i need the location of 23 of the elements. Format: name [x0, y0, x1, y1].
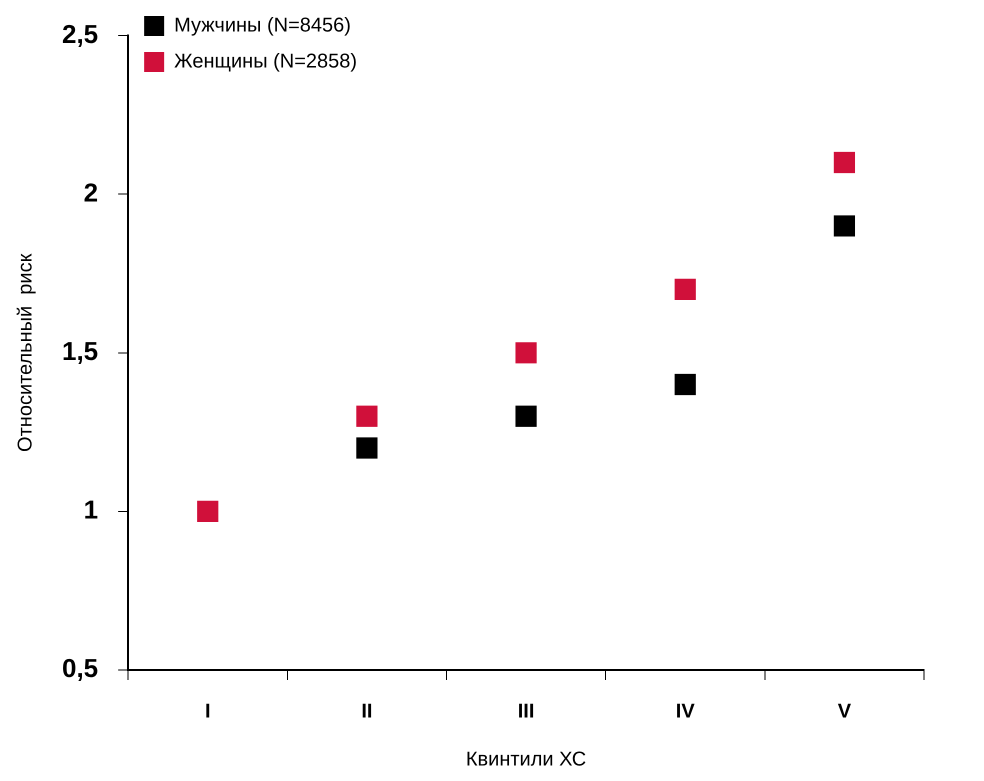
legend-label: Мужчины (N=8456)	[174, 14, 351, 37]
x-axis-title: Квинтили ХС	[466, 748, 586, 771]
point	[356, 406, 378, 427]
point	[674, 374, 696, 396]
y-tick-label: 0,5	[62, 653, 98, 684]
x-tick-label: I	[204, 700, 211, 723]
legend-label: Женщины (N=2858)	[174, 50, 358, 73]
point	[834, 215, 856, 237]
point	[515, 406, 537, 427]
y-tick-label: 1,5	[62, 336, 98, 366]
x-tick-label: IV	[676, 700, 696, 723]
point	[674, 278, 696, 300]
y-tick-label: 2,5	[62, 18, 98, 49]
x-tick-label: III	[518, 700, 534, 723]
point	[834, 152, 856, 174]
y-tick-label: 1	[84, 494, 98, 525]
y-tick-label: 2	[84, 177, 98, 208]
point	[515, 342, 537, 364]
x-tick-label: II	[361, 700, 372, 723]
point	[197, 500, 218, 522]
y-axis-title: Относительный риск	[14, 253, 37, 452]
point	[356, 437, 378, 459]
x-tick-label: V	[838, 700, 852, 723]
